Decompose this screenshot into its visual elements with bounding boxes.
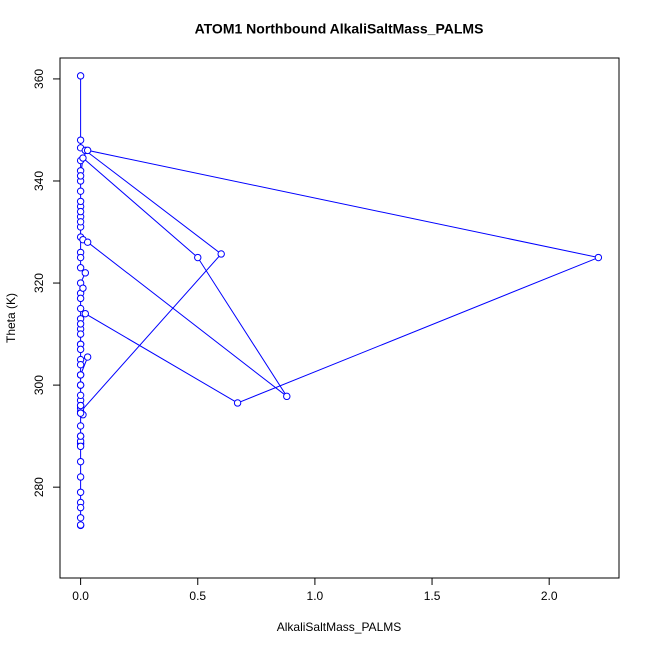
data-point xyxy=(76,371,85,379)
data-point xyxy=(76,401,85,410)
data-point xyxy=(76,457,85,466)
y-tick-label: 280 xyxy=(32,477,46,497)
data-point xyxy=(81,269,90,277)
data-point xyxy=(76,330,85,338)
data-point xyxy=(76,197,85,206)
data-point xyxy=(76,409,85,417)
data-point xyxy=(79,154,87,162)
y-tick-label: 320 xyxy=(32,273,46,293)
data-point xyxy=(83,146,92,155)
plot-frame xyxy=(59,57,620,579)
data-point xyxy=(594,253,603,262)
data-point xyxy=(194,253,202,262)
data-point xyxy=(81,309,90,318)
data-point xyxy=(76,264,85,272)
x-tick-label: 1.0 xyxy=(307,589,324,603)
data-point xyxy=(217,250,225,258)
x-axis-label: AlkaliSaltMass_PALMS xyxy=(277,620,402,634)
data-point xyxy=(76,136,85,144)
x-tick-label: 0.5 xyxy=(189,589,206,603)
data-point xyxy=(76,391,85,400)
data-point xyxy=(76,187,85,195)
y-tick-label: 340 xyxy=(32,171,46,191)
chart-title: ATOM1 Northbound AlkaliSaltMass_PALMS xyxy=(195,21,484,37)
data-point xyxy=(76,172,85,180)
data-point xyxy=(76,442,85,451)
data-point xyxy=(283,392,291,401)
data-point xyxy=(76,432,85,440)
y-tick-label: 360 xyxy=(32,69,46,89)
x-tick-label: 2.0 xyxy=(541,589,558,603)
x-tick-label: 1.5 xyxy=(424,589,441,603)
y-tick-label: 300 xyxy=(32,375,46,395)
data-point xyxy=(83,353,92,361)
data-point xyxy=(76,304,85,313)
data-point xyxy=(76,360,85,369)
data-point xyxy=(79,284,87,292)
data-point xyxy=(76,514,85,522)
data-point xyxy=(76,381,85,389)
data-point xyxy=(76,207,85,216)
data-point xyxy=(76,422,85,430)
data-point xyxy=(76,503,85,512)
data-point xyxy=(233,399,242,407)
data-point xyxy=(76,473,85,481)
data-point xyxy=(76,218,85,226)
data-line xyxy=(80,75,601,526)
data-point xyxy=(76,294,85,303)
data-point xyxy=(76,320,85,328)
data-point xyxy=(76,521,85,529)
data-point xyxy=(76,253,85,262)
data-point xyxy=(83,238,92,246)
data-point xyxy=(76,488,85,496)
data-point xyxy=(76,345,85,354)
y-axis-label: Theta (K) xyxy=(4,293,18,343)
x-tick-label: 0.0 xyxy=(72,589,89,603)
data-point xyxy=(76,72,85,80)
